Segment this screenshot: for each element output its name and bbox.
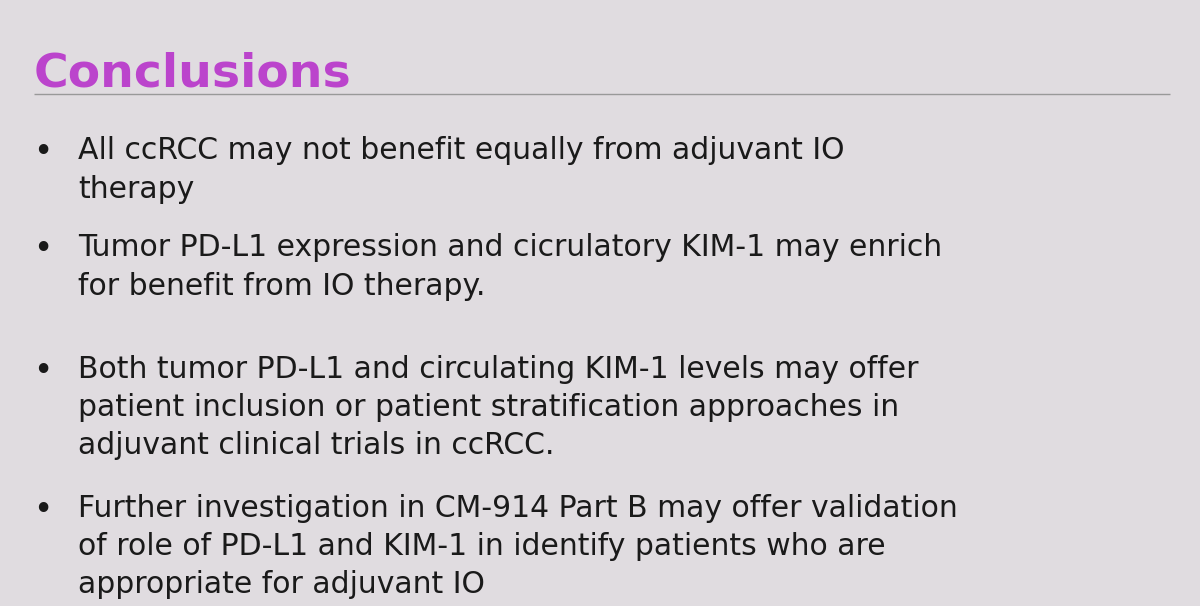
- Text: •: •: [34, 494, 53, 527]
- Text: •: •: [34, 355, 53, 387]
- Text: All ccRCC may not benefit equally from adjuvant IO
therapy: All ccRCC may not benefit equally from a…: [78, 136, 845, 204]
- Text: Both tumor PD-L1 and circulating KIM-1 levels may offer
patient inclusion or pat: Both tumor PD-L1 and circulating KIM-1 l…: [78, 355, 918, 460]
- Text: •: •: [34, 136, 53, 169]
- Text: Conclusions: Conclusions: [34, 52, 352, 96]
- Text: •: •: [34, 233, 53, 266]
- Text: Tumor PD-L1 expression and cicrulatory KIM-1 may enrich
for benefit from IO ther: Tumor PD-L1 expression and cicrulatory K…: [78, 233, 942, 301]
- Text: Further investigation in CM-914 Part B may offer validation
of role of PD-L1 and: Further investigation in CM-914 Part B m…: [78, 494, 958, 599]
